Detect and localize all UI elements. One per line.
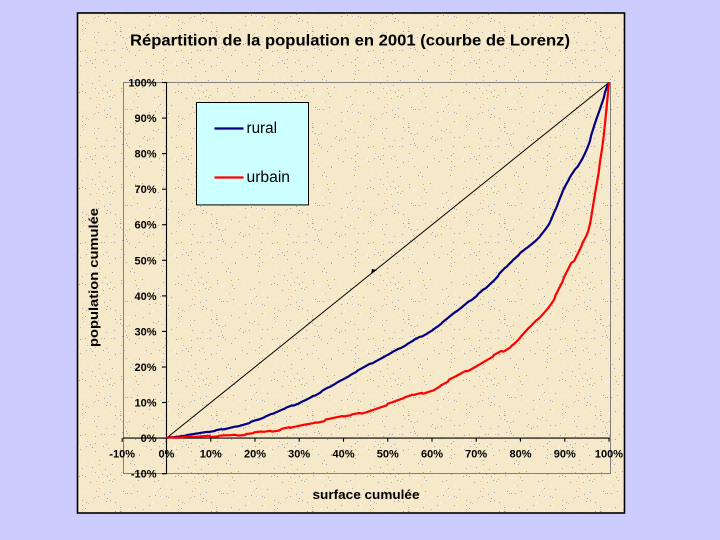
svg-text:50%: 50% <box>377 449 399 461</box>
svg-text:-10%: -10% <box>131 469 157 481</box>
svg-text:-10%: -10% <box>109 449 135 461</box>
svg-text:60%: 60% <box>421 449 443 461</box>
svg-text:40%: 40% <box>332 449 354 461</box>
svg-text:population cumulée: population cumulée <box>86 208 101 347</box>
svg-text:70%: 70% <box>465 449 487 461</box>
svg-text:20%: 20% <box>244 449 266 461</box>
svg-text:90%: 90% <box>134 113 156 125</box>
svg-text:rural: rural <box>247 120 278 137</box>
svg-text:70%: 70% <box>134 184 156 196</box>
svg-text:surface cumulée: surface cumulée <box>313 487 420 502</box>
svg-text:50%: 50% <box>134 255 156 267</box>
svg-text:0%: 0% <box>141 433 157 445</box>
svg-text:80%: 80% <box>134 149 156 161</box>
svg-text:10%: 10% <box>200 449 222 461</box>
svg-text:30%: 30% <box>288 449 310 461</box>
svg-text:10%: 10% <box>134 398 156 410</box>
svg-text:60%: 60% <box>134 220 156 232</box>
svg-text:80%: 80% <box>509 449 531 461</box>
svg-text:100%: 100% <box>128 78 156 90</box>
svg-text:20%: 20% <box>134 362 156 374</box>
svg-text:40%: 40% <box>134 291 156 303</box>
svg-text:100%: 100% <box>595 449 623 461</box>
svg-text:30%: 30% <box>134 326 156 338</box>
svg-text:urbain: urbain <box>247 169 291 186</box>
svg-text:90%: 90% <box>554 449 576 461</box>
svg-text:Répartition de la population e: Répartition de la population en 2001 (co… <box>130 33 570 50</box>
